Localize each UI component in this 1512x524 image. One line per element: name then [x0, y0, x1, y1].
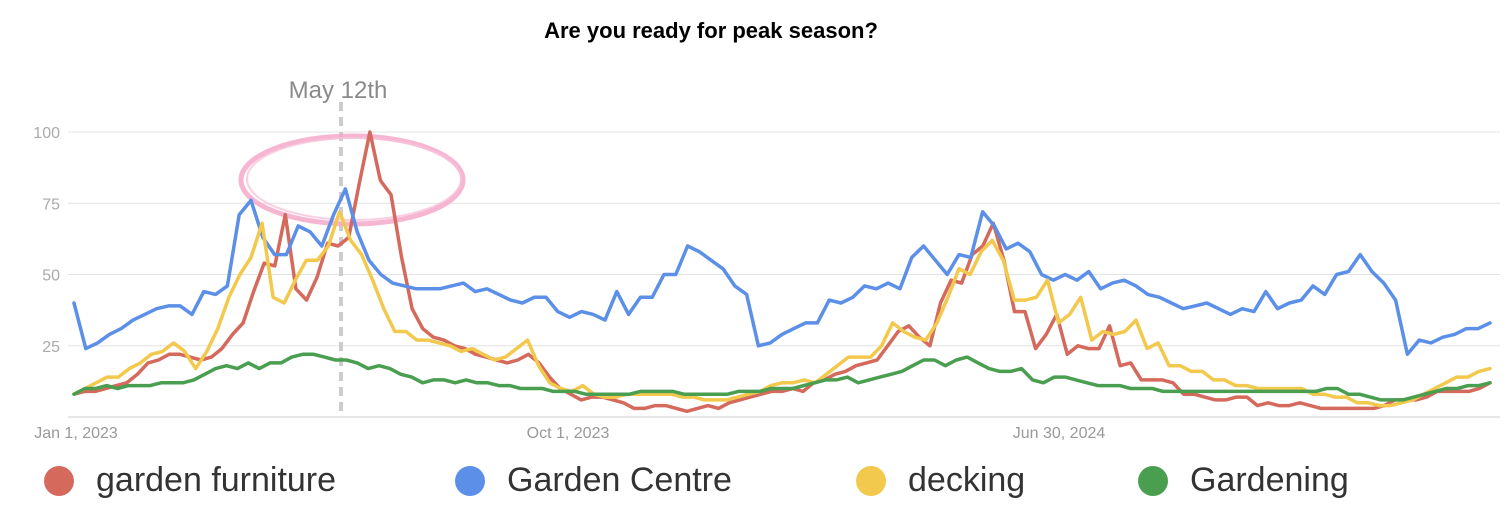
x-tick-label: Oct 1, 2023: [527, 425, 610, 442]
series-line-garden-centre: [72, 187, 1492, 357]
legend-item: Gardening: [1138, 461, 1349, 500]
legend-swatch: [455, 465, 485, 496]
y-tick-label: 100: [33, 125, 60, 142]
grid-lines: [68, 131, 1500, 418]
legend-swatch: [44, 465, 74, 496]
x-tick-label: Jan 1, 2023: [34, 425, 118, 442]
legend-label: Gardening: [1190, 461, 1349, 499]
legend-item: garden furniture: [44, 461, 336, 500]
legend-item: decking: [856, 461, 1025, 500]
chart-title: Are you ready for peak season?: [544, 18, 878, 43]
legend-swatch: [856, 465, 886, 496]
line-chart: 25 50 75 100 Jan 1, 2023 Oct 1, 2023 Jun 30, …: [33, 77, 1500, 442]
y-axis-ticks: 25 50 75 100: [33, 125, 60, 356]
series-line-garden-furniture: [72, 130, 1492, 414]
x-tick-label: Jun 30, 2024: [1013, 425, 1106, 442]
series-lines: [72, 130, 1492, 414]
legend: garden furniture Garden Centre decking Gard…: [0, 455, 1512, 515]
series-line-decking: [72, 210, 1492, 408]
x-axis-ticks: Jan 1, 2023 Oct 1, 2023 Jun 30, 2024: [34, 425, 1105, 442]
y-tick-label: 50: [42, 268, 60, 285]
legend-label: Garden Centre: [507, 461, 732, 499]
y-tick-label: 25: [42, 339, 60, 356]
legend-label: garden furniture: [96, 461, 337, 499]
series-line-gardening: [72, 352, 1492, 402]
y-tick-label: 75: [42, 196, 60, 213]
legend-item: Garden Centre: [455, 461, 732, 500]
legend-label: decking: [908, 461, 1026, 499]
annotation-label: May 12th: [289, 77, 388, 104]
legend-swatch: [1138, 465, 1168, 496]
